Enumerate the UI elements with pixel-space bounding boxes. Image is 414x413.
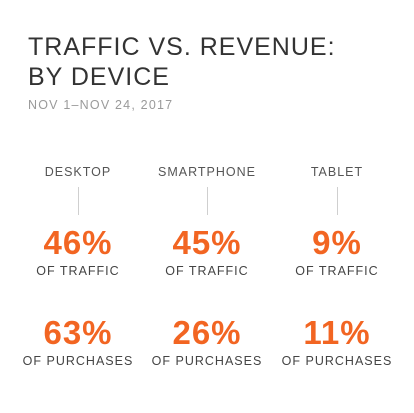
- chart-title-line-2: BY DEVICE: [28, 63, 170, 91]
- purchases-percentage: 26%: [172, 314, 242, 351]
- traffic-label: OF TRAFFIC: [165, 264, 249, 278]
- device-column-desktop: DESKTOP 46% OF TRAFFIC 63% OF PURCHASES: [13, 163, 143, 369]
- date-range: NOV 1–NOV 24, 2017: [28, 98, 174, 112]
- purchases-percentage: 11%: [303, 314, 371, 351]
- chart-title: TRAFFIC VS. REVENUE: BY DEVICE: [28, 32, 336, 92]
- purchases-label: OF PURCHASES: [281, 354, 393, 368]
- purchases-percentage: 63%: [43, 314, 113, 351]
- device-label: SMARTPHONE: [158, 165, 256, 179]
- divider-line: [336, 187, 338, 215]
- purchases-label: OF PURCHASES: [151, 354, 263, 368]
- traffic-percentage: 46%: [43, 224, 113, 261]
- device-label: DESKTOP: [44, 165, 112, 179]
- chart-title-line-1: TRAFFIC VS. REVENUE:: [28, 33, 336, 61]
- traffic-label: OF TRAFFIC: [36, 264, 120, 278]
- device-column-tablet: TABLET 9% OF TRAFFIC 11% OF PURCHASES: [272, 163, 402, 369]
- purchases-label: OF PURCHASES: [22, 354, 134, 368]
- traffic-percentage: 45%: [172, 224, 242, 261]
- divider-line: [206, 187, 208, 215]
- traffic-label: OF TRAFFIC: [295, 264, 379, 278]
- device-column-smartphone: SMARTPHONE 45% OF TRAFFIC 26% OF PURCHAS…: [142, 163, 272, 369]
- device-label: TABLET: [310, 165, 364, 179]
- traffic-percentage: 9%: [312, 224, 362, 261]
- divider-line: [77, 187, 79, 215]
